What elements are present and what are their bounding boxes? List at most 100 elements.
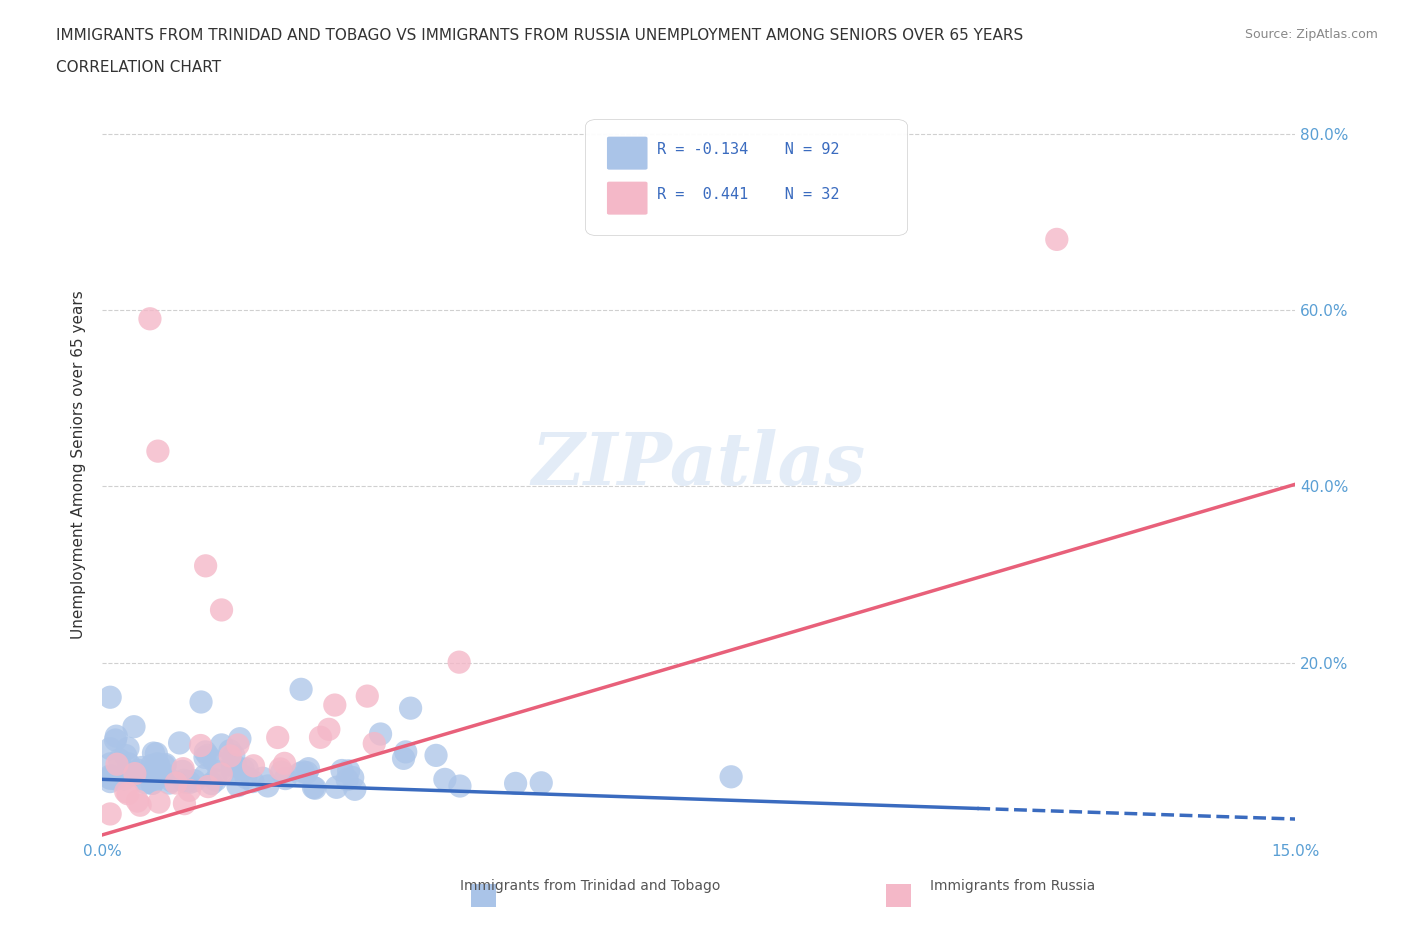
Point — [222, 748, 245, 763]
Point — [336, 772, 359, 787]
Point — [356, 689, 378, 704]
Point — [172, 762, 194, 777]
Point — [242, 774, 264, 789]
Point — [720, 769, 742, 784]
Point — [98, 756, 121, 771]
Point — [173, 773, 195, 788]
Point — [149, 769, 172, 784]
Point — [194, 558, 217, 573]
Point — [221, 764, 243, 778]
Point — [146, 444, 169, 458]
Point — [288, 766, 311, 781]
Point — [155, 757, 177, 772]
Point — [98, 741, 121, 756]
Point — [117, 787, 139, 802]
Point — [269, 762, 291, 777]
Point — [337, 764, 360, 778]
Y-axis label: Unemployment Among Seniors over 65 years: Unemployment Among Seniors over 65 years — [72, 290, 86, 639]
Point — [236, 762, 259, 777]
Point — [165, 776, 187, 790]
Point — [325, 780, 347, 795]
Point — [399, 700, 422, 715]
Point — [395, 745, 418, 760]
Point — [104, 772, 127, 787]
Point — [505, 776, 527, 790]
Point — [142, 763, 165, 777]
Point — [226, 778, 249, 793]
Point — [148, 794, 170, 809]
Point — [179, 783, 201, 798]
Point — [127, 793, 149, 808]
Point — [141, 758, 163, 773]
Point — [219, 749, 242, 764]
Point — [153, 758, 176, 773]
Point — [242, 758, 264, 773]
Point — [433, 772, 456, 787]
Point — [135, 776, 157, 790]
Text: R = -0.134    N = 92: R = -0.134 N = 92 — [657, 142, 839, 157]
Point — [209, 766, 232, 781]
Point — [304, 781, 326, 796]
FancyBboxPatch shape — [607, 181, 648, 215]
Point — [449, 655, 471, 670]
Point — [183, 774, 205, 789]
Point — [148, 758, 170, 773]
Point — [98, 771, 121, 786]
Point — [318, 722, 340, 737]
Point — [172, 764, 194, 778]
Point — [370, 726, 392, 741]
Point — [131, 760, 153, 775]
Point — [157, 776, 180, 790]
Point — [221, 758, 243, 773]
Text: Immigrants from Russia: Immigrants from Russia — [929, 879, 1095, 893]
Point — [143, 764, 166, 778]
Point — [309, 730, 332, 745]
Point — [194, 768, 217, 783]
Point — [194, 745, 217, 760]
Point — [103, 770, 125, 785]
Point — [139, 312, 162, 326]
Point — [252, 771, 274, 786]
Point — [108, 752, 131, 767]
Point — [202, 753, 225, 768]
Point — [267, 730, 290, 745]
Point — [201, 777, 224, 791]
Point — [425, 748, 447, 763]
Point — [208, 764, 231, 778]
Point — [235, 770, 257, 785]
Point — [232, 762, 254, 777]
Point — [129, 798, 152, 813]
Point — [530, 776, 553, 790]
Point — [226, 737, 249, 752]
Point — [98, 771, 121, 786]
Point — [270, 764, 292, 779]
Point — [105, 729, 128, 744]
Text: IMMIGRANTS FROM TRINIDAD AND TOBAGO VS IMMIGRANTS FROM RUSSIA UNEMPLOYMENT AMONG: IMMIGRANTS FROM TRINIDAD AND TOBAGO VS I… — [56, 28, 1024, 43]
Text: ZIPatlas: ZIPatlas — [531, 429, 866, 499]
Point — [219, 743, 242, 758]
Point — [141, 776, 163, 790]
Point — [98, 690, 121, 705]
Point — [146, 756, 169, 771]
Point — [190, 695, 212, 710]
Text: CORRELATION CHART: CORRELATION CHART — [56, 60, 221, 75]
Point — [449, 778, 471, 793]
Point — [160, 774, 183, 789]
Point — [179, 775, 201, 790]
Point — [112, 772, 135, 787]
Point — [142, 746, 165, 761]
Point — [104, 733, 127, 748]
Point — [363, 737, 385, 751]
Point — [323, 698, 346, 712]
Point — [197, 779, 219, 794]
Text: Source: ZipAtlas.com: Source: ZipAtlas.com — [1244, 28, 1378, 41]
Point — [211, 737, 233, 752]
Point — [194, 750, 217, 764]
Point — [117, 741, 139, 756]
Point — [142, 772, 165, 787]
Point — [128, 763, 150, 777]
Point — [141, 776, 163, 790]
Point — [169, 736, 191, 751]
Point — [224, 759, 246, 774]
Point — [174, 775, 197, 790]
